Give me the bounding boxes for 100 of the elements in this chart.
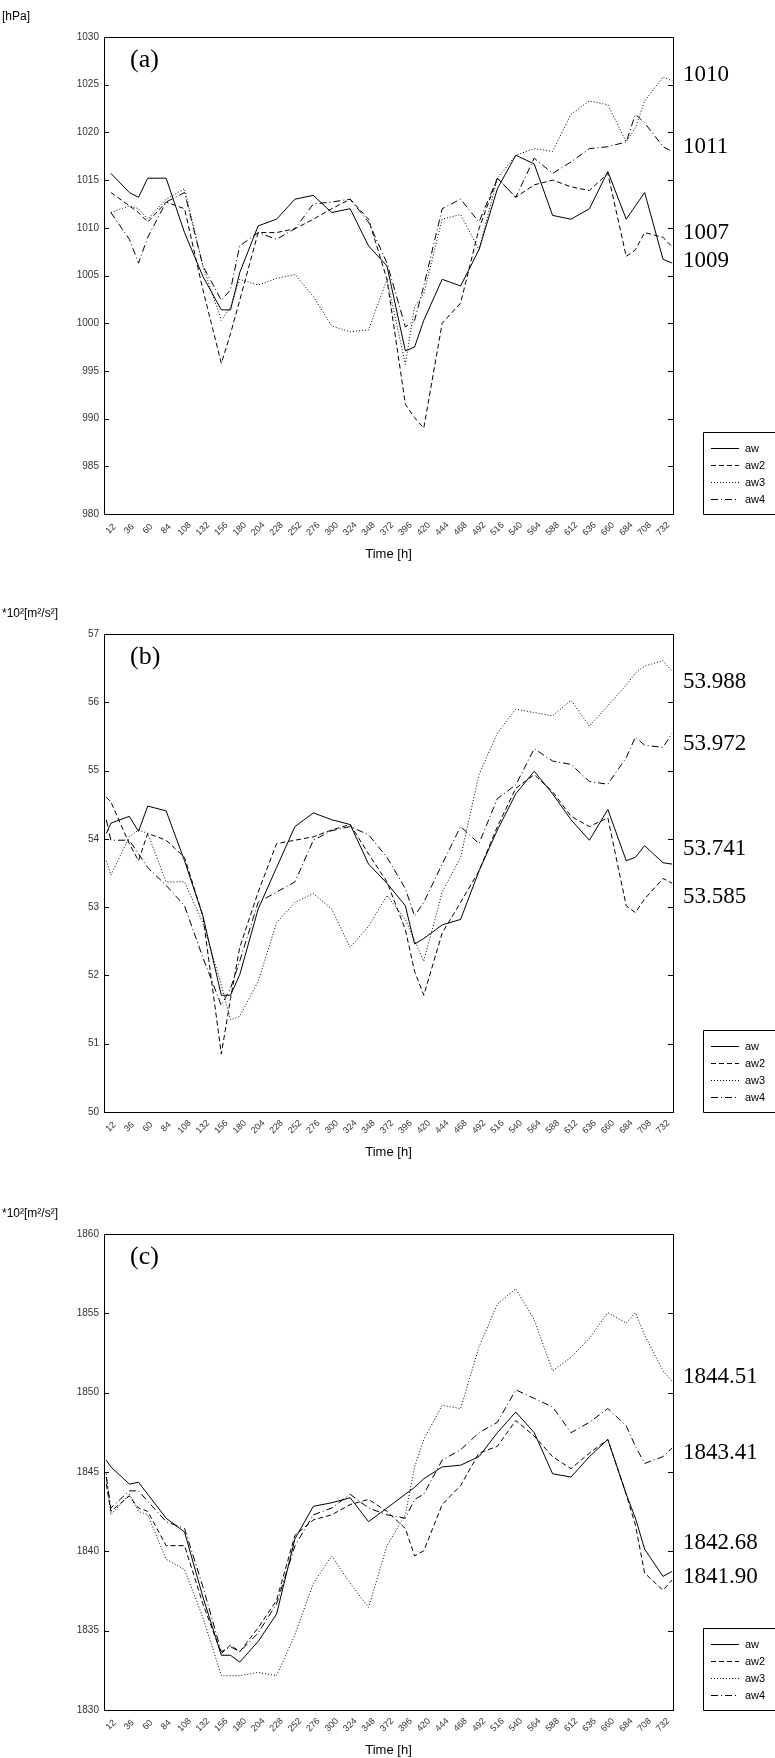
x-tick-label: 372: [377, 1715, 396, 1734]
x-tick-label: 516: [488, 1117, 506, 1136]
x-tick-label: 180: [230, 519, 249, 538]
y-tick-label: 1030: [76, 30, 100, 42]
x-tick-label: 612: [561, 1117, 580, 1136]
legend-label: aw2: [745, 458, 766, 471]
x-tick-label: 444: [432, 1715, 451, 1734]
x-tick-label: 516: [488, 519, 506, 538]
y-tick-label: 1835: [76, 1624, 100, 1636]
y-tick-label: 1015: [76, 173, 100, 185]
text: 1009: [683, 247, 729, 273]
x-tick-label: 204: [248, 1715, 267, 1734]
text: 1011: [683, 132, 729, 158]
y-tick-label: 1845: [76, 1465, 100, 1477]
y-tick-label: 1830: [76, 1703, 100, 1715]
x-tick-label: 396: [396, 519, 414, 538]
x-tick-label: 396: [396, 1117, 414, 1136]
y-tick-label: 1010: [76, 221, 100, 233]
x-tick-label: 660: [598, 1117, 617, 1136]
y-tick-label: 980: [82, 507, 100, 519]
x-tick-label: 108: [175, 1117, 193, 1136]
x-tick-label: 300: [322, 1117, 341, 1136]
x-tick-label: 36: [121, 521, 137, 536]
x-tick-label: 228: [267, 1715, 286, 1734]
x-tick-label: 108: [175, 519, 193, 538]
x-tick-label: 132: [193, 519, 212, 538]
y-tick-label: 1860: [76, 1227, 100, 1239]
x-tick-label: 12: [103, 521, 118, 536]
x-tick-label: 156: [212, 1117, 230, 1136]
y-tick-label: 55: [87, 764, 100, 776]
y-tick-label: 54: [87, 832, 100, 844]
x-tick-label: 132: [193, 1117, 212, 1136]
text: 53.741: [683, 835, 747, 861]
legend-label: aw4: [745, 1688, 766, 1701]
legend-label: aw: [745, 1039, 760, 1052]
x-tick-label: 564: [524, 1715, 543, 1734]
x-tick-label: 396: [396, 1715, 414, 1734]
x-axis-title: Time [h]: [365, 545, 412, 561]
x-tick-label: 420: [414, 1715, 433, 1734]
x-tick-label: 132: [193, 1715, 212, 1734]
legend-label: aw: [745, 441, 760, 454]
x-tick-label: 36: [121, 1717, 137, 1732]
x-tick-label: 492: [469, 1715, 488, 1734]
y-tick-label: 52: [87, 969, 100, 981]
x-tick-label: 636: [580, 519, 598, 538]
legend-label: aw3: [745, 1671, 766, 1684]
legend-label: aw3: [745, 475, 766, 488]
y-tick-label: 1025: [76, 78, 100, 90]
text: 53.972: [683, 729, 747, 755]
x-tick-label: 564: [524, 1117, 543, 1136]
chart-title: (c): [130, 1240, 159, 1270]
text: 1842.68: [683, 1529, 758, 1555]
x-tick-label: 36: [121, 1119, 137, 1134]
y-tick-label: 57: [87, 627, 100, 639]
x-tick-label: 12: [103, 1717, 118, 1732]
x-tick-label: 60: [140, 521, 155, 536]
x-tick-label: 732: [653, 1117, 672, 1136]
y-tick-label: 50: [87, 1105, 100, 1117]
x-tick-label: 276: [304, 519, 322, 538]
text: 1841.90: [683, 1562, 758, 1588]
x-tick-label: 612: [561, 1715, 580, 1734]
text: 1844.51: [683, 1362, 758, 1388]
x-tick-label: 468: [451, 519, 470, 538]
x-tick-label: 348: [359, 1715, 378, 1734]
x-tick-label: 108: [175, 1715, 193, 1734]
text: 1007: [683, 218, 729, 244]
y-tick-label: 53: [87, 900, 100, 912]
x-tick-label: 60: [140, 1119, 155, 1134]
text: 53.585: [683, 882, 747, 908]
y-tick-label: 995: [82, 364, 100, 376]
x-tick-label: 84: [158, 1717, 173, 1732]
legend-label: aw: [745, 1637, 760, 1650]
x-tick-label: 492: [469, 519, 488, 538]
y-tick-label: 1855: [76, 1307, 100, 1319]
x-tick-label: 228: [267, 1117, 286, 1136]
x-tick-label: 588: [543, 1715, 562, 1734]
x-tick-label: 636: [580, 1715, 598, 1734]
chart-title: (a): [130, 43, 159, 73]
y-tick-label: 985: [82, 460, 100, 472]
x-tick-label: 564: [524, 519, 543, 538]
y-tick-label: 1020: [76, 126, 100, 138]
x-tick-label: 684: [617, 519, 635, 538]
x-tick-label: 156: [212, 519, 230, 538]
x-tick-label: 372: [377, 519, 396, 538]
x-tick-label: 372: [377, 1117, 396, 1136]
x-tick-label: 180: [230, 1117, 249, 1136]
x-tick-label: 252: [285, 519, 304, 538]
text: 1010: [683, 61, 729, 87]
legend-label: aw2: [745, 1056, 766, 1069]
x-tick-label: 348: [359, 1117, 378, 1136]
x-tick-label: 468: [451, 1715, 470, 1734]
x-tick-label: 300: [322, 1715, 341, 1734]
x-tick-label: 492: [469, 1117, 488, 1136]
chart-title: (b): [130, 640, 161, 670]
x-tick-label: 84: [158, 1119, 173, 1134]
y-tick-label: 1840: [76, 1545, 100, 1557]
y-axis-title: *10²[m²/s²]: [2, 606, 59, 621]
x-tick-label: 708: [635, 1715, 654, 1734]
x-tick-label: 708: [635, 1117, 654, 1136]
x-tick-label: 660: [598, 519, 617, 538]
